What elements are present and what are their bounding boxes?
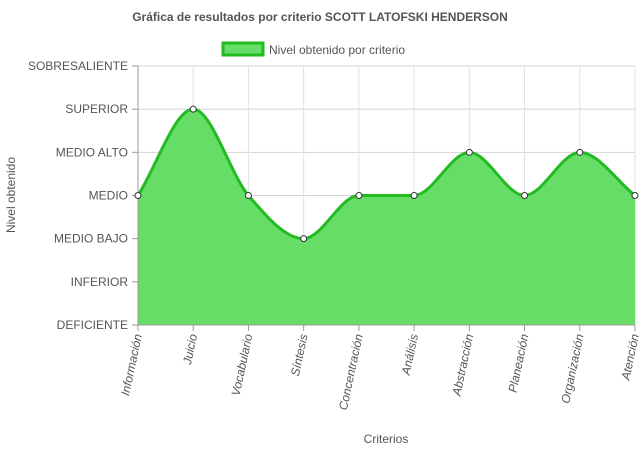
series-line	[136, 107, 636, 241]
x-tick-label: Concentración	[336, 332, 366, 411]
legend-swatch	[221, 41, 265, 57]
y-axis-label: Nivel obtenido	[4, 157, 18, 233]
y-tick-label: DEFICIENTE	[57, 318, 128, 332]
data-point[interactable]	[521, 192, 529, 199]
y-tick-label: MEDIO ALTO	[56, 145, 128, 159]
x-axis-ticks: Información Juicio Vocabulario Síntesis Conc…	[118, 332, 639, 411]
x-axis-label: Criterios	[364, 432, 409, 446]
y-tick-label: INFERIOR	[71, 275, 129, 289]
series-area-fill	[138, 109, 635, 326]
data-point[interactable]	[134, 192, 142, 199]
data-area	[136, 107, 636, 326]
x-tick-label: Juicio	[180, 332, 200, 366]
y-axis-ticks: DEFICIENTE INFERIOR MEDIO BAJO MEDIO MEDIO A…	[28, 59, 128, 332]
x-tick-label: Síntesis	[288, 333, 311, 378]
data-point[interactable]	[410, 192, 418, 199]
y-tick-label: SOBRESALIENTE	[28, 59, 128, 73]
chart-title: Gráfica de resultados por criterio SCOTT…	[132, 10, 508, 24]
x-tick-label: Información	[118, 332, 145, 397]
x-tick-label: Vocabulario	[229, 332, 256, 397]
legend[interactable]: Nivel obtenido por criterio	[221, 41, 405, 57]
y-tick-label: SUPERIOR	[65, 102, 128, 116]
x-tick-label: Atención	[618, 332, 639, 382]
data-point[interactable]	[355, 192, 363, 199]
x-tick-label: Abstracción	[449, 332, 476, 398]
data-point[interactable]	[631, 192, 639, 199]
data-point[interactable]	[244, 192, 252, 199]
data-point[interactable]	[300, 235, 308, 243]
data-point[interactable]	[189, 105, 197, 113]
y-tick-label: MEDIO BAJO	[54, 232, 128, 246]
legend-label: Nivel obtenido por criterio	[269, 43, 405, 57]
x-tick-label: Organización	[558, 332, 586, 404]
y-tick-label: MEDIO	[89, 189, 128, 203]
data-point[interactable]	[465, 148, 473, 156]
x-tick-label: Análisis	[399, 333, 422, 377]
data-points	[134, 105, 639, 243]
x-tick-label: Planeación	[505, 332, 531, 393]
data-point[interactable]	[576, 148, 584, 156]
